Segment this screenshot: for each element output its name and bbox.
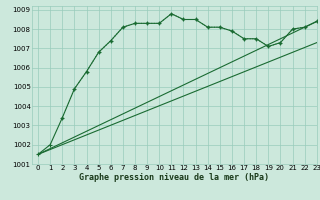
X-axis label: Graphe pression niveau de la mer (hPa): Graphe pression niveau de la mer (hPa) <box>79 173 269 182</box>
